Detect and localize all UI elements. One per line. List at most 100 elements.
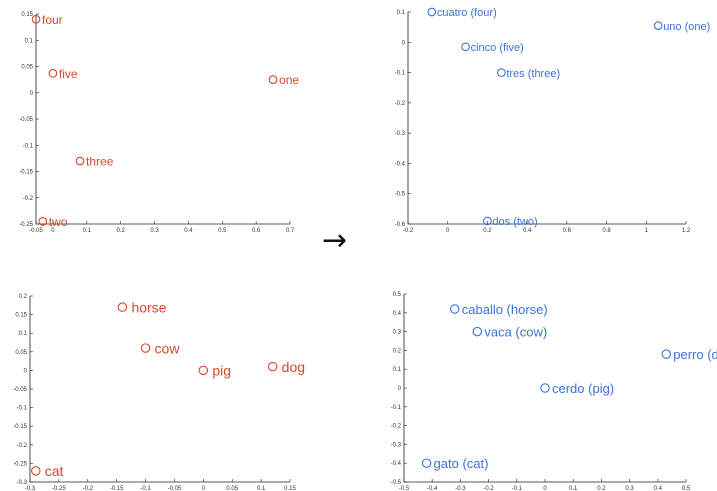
y-tick-label: -0.2 [17,443,28,449]
y-tick-label: -0.3 [395,131,406,137]
y-tick-label: 0.1 [397,10,406,16]
y-tick-label: 0.05 [21,65,33,71]
y-tick-label: 0 [402,40,406,46]
point-label: gato (cat) [434,456,489,471]
x-tick-label: -0.25 [52,486,66,491]
y-tick-label: -0.25 [13,461,27,467]
x-tick-label: 0 [446,228,450,234]
x-tick-label: -0.2 [483,486,494,491]
data-point [461,42,470,52]
x-tick-label: 0.1 [83,228,92,234]
data-point [653,21,663,30]
x-tick-label: -0.5 [399,486,410,491]
point-label: horse [131,299,166,315]
chart-english-numbers: -0.05 0 0.1 0.2 0.3 0.4 0.5 0.6 0.7 0.15 0.1 0.05 0 -… [19,12,299,234]
y-tick-label: 0.05 [15,350,27,356]
x-tick-label: -0.05 [168,486,182,491]
point-label: caballo (horse) [462,302,548,317]
x-tick-label: 0.5 [682,486,691,491]
chart-spanish-animals: -0.5 -0.4 -0.3 -0.2 -0.1 0 0.1 0.2 0.3 0.4 0.5 0.5 0… [391,292,717,491]
point-label: cinco (five) [471,42,524,54]
y-tick-label: 0 [30,91,34,97]
y-tick-label: 0 [398,386,402,392]
point-label: dog [282,359,305,375]
data-point [117,302,128,312]
axis-lines [403,294,686,483]
point-label: cuatro (four) [437,7,497,19]
x-tick-label: 0.15 [284,486,296,491]
point-label: tres (three) [506,68,560,80]
x-tick-label: -0.1 [140,486,151,491]
y-tick-label: 0.1 [393,367,402,373]
x-tick-label: 0.2 [597,486,606,491]
data-point [48,68,58,78]
x-tick-label: -0.15 [110,486,124,491]
y-tick-label: 0.1 [19,331,28,337]
y-tick-label: 0.1 [25,38,34,44]
axis-lines [29,296,290,483]
x-tick-label: 0.5 [218,228,227,234]
x-tick-label: 0.6 [563,228,572,234]
y-tick-label: 0.5 [393,292,402,298]
x-tick-label: 1 [645,228,649,234]
data-point [472,326,483,337]
y-tick-label: -0.2 [395,101,406,107]
x-tick-label: 0 [51,228,55,234]
x-tick-label: 0.1 [257,486,266,491]
y-tick-label: -0.4 [391,461,402,467]
y-tick-label: -0.4 [395,161,406,167]
point-label: dos (two) [492,216,537,228]
x-tick-label: 0.8 [602,228,611,234]
x-tick-label: -0.3 [25,486,36,491]
x-tick-label: 0 [202,486,206,491]
y-tick-label: 0.15 [15,313,27,319]
x-tick-label: -0.05 [29,228,43,234]
x-tick-label: -0.3 [455,486,466,491]
x-tick-label: 0.3 [625,486,634,491]
x-tick-label: -0.4 [427,486,438,491]
x-tick-label: 0.6 [252,228,261,234]
data-point [267,361,278,372]
x-tick-label: 0.7 [286,228,295,234]
y-tick-label: -0.6 [395,222,406,228]
y-tick-label: -0.05 [19,117,33,123]
x-tick-label: 0.4 [654,486,663,491]
y-tick-label: 0 [24,368,28,374]
axis-lines [35,14,290,225]
x-tick-label: 0.1 [569,486,578,491]
data-point [31,466,41,476]
data-point [427,7,437,17]
x-tick-label: 0.2 [483,228,492,234]
axis-lines [407,12,686,225]
data-point [661,349,672,359]
point-label: cat [45,463,64,479]
x-tick-label: 0.05 [226,486,238,491]
chart-spanish-numbers: -0.2 0 0.2 0.4 0.6 0.8 1 1.2 0.1 0 -0.1 -0.2 -0.3 -0.… [395,7,711,234]
arrow-icon: → [322,223,347,258]
y-tick-label: -0.3 [391,442,402,448]
y-tick-label: 0.2 [19,294,28,300]
point-label: pig [212,363,231,379]
point-label: four [42,13,63,27]
data-point [540,383,550,393]
y-tick-label: -0.5 [391,480,402,486]
data-point [198,365,209,376]
y-tick-label: 0.4 [393,311,402,317]
y-tick-label: -0.2 [391,424,402,430]
x-tick-label: 0.3 [150,228,159,234]
point-label: perro (dog) [673,347,717,362]
y-tick-label: 0.2 [393,348,402,354]
x-tick-label: -0.2 [403,228,414,234]
x-tick-label: 1.2 [682,228,691,234]
y-tick-label: -0.1 [17,406,28,412]
point-label: one [279,73,299,87]
y-tick-label: -0.2 [23,196,34,202]
y-tick-label: -0.25 [19,222,33,228]
x-tick-label: -0.1 [512,486,523,491]
y-tick-label: -0.1 [23,143,34,149]
point-label: two [49,215,68,229]
x-tick-label: 0.4 [184,228,193,234]
point-label: cerdo (pig) [552,381,614,396]
data-point [450,304,460,314]
